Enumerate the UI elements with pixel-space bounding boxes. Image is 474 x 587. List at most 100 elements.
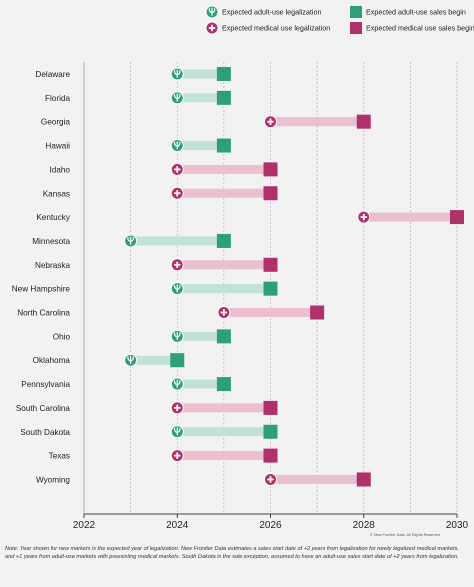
range-bar [130,355,178,365]
state-label: Wyoming [36,475,70,484]
adult-legalization-marker-leaf [173,69,181,78]
range-bar [177,427,271,437]
adult-sales-marker [216,138,231,153]
row-kentucky: Kentucky [36,210,464,225]
row-texas: Texas [49,448,278,463]
medical-sales-marker [310,305,325,320]
state-label: Idaho [50,165,71,174]
medical-sales-marker [356,472,371,487]
medical-sales-marker [263,448,278,463]
adult-legalization-marker [170,425,184,439]
range-bar [177,69,224,79]
adult-legalization-marker [170,282,184,296]
medical-sales-marker [263,162,278,177]
adult-legalization-marker [124,353,138,367]
range-bar [177,164,271,174]
adult-legalization-marker [170,91,184,105]
row-wyoming: Wyoming [36,472,371,487]
legend-cross-icon [205,21,219,35]
medical-legalization-marker [170,186,184,200]
row-new-hampshire: New Hampshire [12,281,278,296]
credit-text: © New Frontier Data, All Rights Reserved [370,533,440,537]
range-bar [177,284,271,294]
adult-legalization-marker-leaf [127,355,135,364]
adult-sales-marker [216,377,231,392]
adult-sales-marker [216,329,231,344]
state-label: Kentucky [36,213,71,222]
range-bar [177,379,224,389]
adult-sales-marker [263,281,278,296]
state-label: Hawaii [45,142,70,151]
state-label: Kansas [43,189,70,198]
legend-leaf-icon [205,5,219,19]
row-pennsylvania: Pennsylvania [21,377,231,392]
row-south-carolina: South Carolina [16,400,278,415]
range-bar [177,188,271,198]
medical-legalization-marker [217,306,231,319]
adult-legalization-marker [170,377,184,391]
state-label: Oklahoma [33,356,71,365]
adult-legalization-marker [124,234,138,248]
medical-legalization-marker-cross-h [174,192,181,195]
row-north-carolina: North Carolina [17,305,325,320]
range-bar [270,474,364,484]
range-bar [130,236,224,246]
range-bar [270,117,364,127]
medical-legalization-marker-cross-h [220,311,228,314]
rows: Delaware Florida Georgia Hawaii Idaho Kansas K… [12,67,464,487]
state-label: Ohio [53,332,71,341]
medical-legalization-marker-cross-h [267,478,274,481]
state-label: Pennsylvania [21,380,70,389]
row-ohio: Ohio [53,329,231,344]
adult-legalization-marker [170,329,184,343]
medical-legalization-marker [264,472,277,486]
row-oklahoma: Oklahoma [33,353,185,368]
state-label: Georgia [41,118,71,127]
state-label: Nebraska [35,261,70,270]
adult-sales-marker [216,90,231,105]
adult-sales-marker [216,67,231,81]
medical-sales-marker [356,114,371,129]
state-label: Delaware [35,70,70,79]
x-tick-label: 2030 [446,520,469,531]
row-south-dakota: South Dakota [20,424,278,439]
legend-leaf-icon-leaf [208,7,216,16]
medical-legalization-marker [170,162,184,176]
row-georgia: Georgia [41,114,371,129]
adult-legalization-marker-leaf [127,236,135,245]
adult-legalization-marker-leaf [173,379,181,388]
state-label: South Carolina [16,404,71,413]
row-delaware: Delaware [35,67,231,81]
legend-label: Expected adult-use legalization [222,8,322,17]
range-bar [363,212,457,222]
medical-legalization-marker [170,258,184,272]
medical-legalization-marker-cross-h [360,216,367,218]
adult-sales-marker [263,424,278,439]
state-label: Minnesota [32,237,70,246]
range-bar [177,141,224,151]
footnote: Note: Year shown for new markets is the … [5,546,459,560]
medical-sales-marker [450,210,464,225]
legend-square-icon [350,22,362,34]
x-tick-label: 2022 [73,520,96,531]
legend: Expected adult-use legalization Expected … [205,5,474,35]
adult-legalization-marker [170,67,184,81]
range-bar [177,93,224,103]
medical-sales-marker [263,186,278,201]
medical-legalization-marker-cross-h [174,454,181,457]
state-label: North Carolina [17,309,70,318]
legend-square-icon [350,6,362,18]
medical-legalization-marker-cross-h [174,168,181,171]
range-bar [177,451,271,461]
state-label: Texas [49,452,70,461]
row-florida: Florida [45,90,231,105]
medical-legalization-marker [170,449,184,463]
medical-legalization-marker [264,115,277,129]
legend-label: Expected medical use legalization [222,24,330,33]
legend-label: Expected medical use sales begin [366,24,474,33]
medical-sales-marker [263,400,278,415]
row-hawaii: Hawaii [45,138,231,153]
range-bar [223,308,318,317]
